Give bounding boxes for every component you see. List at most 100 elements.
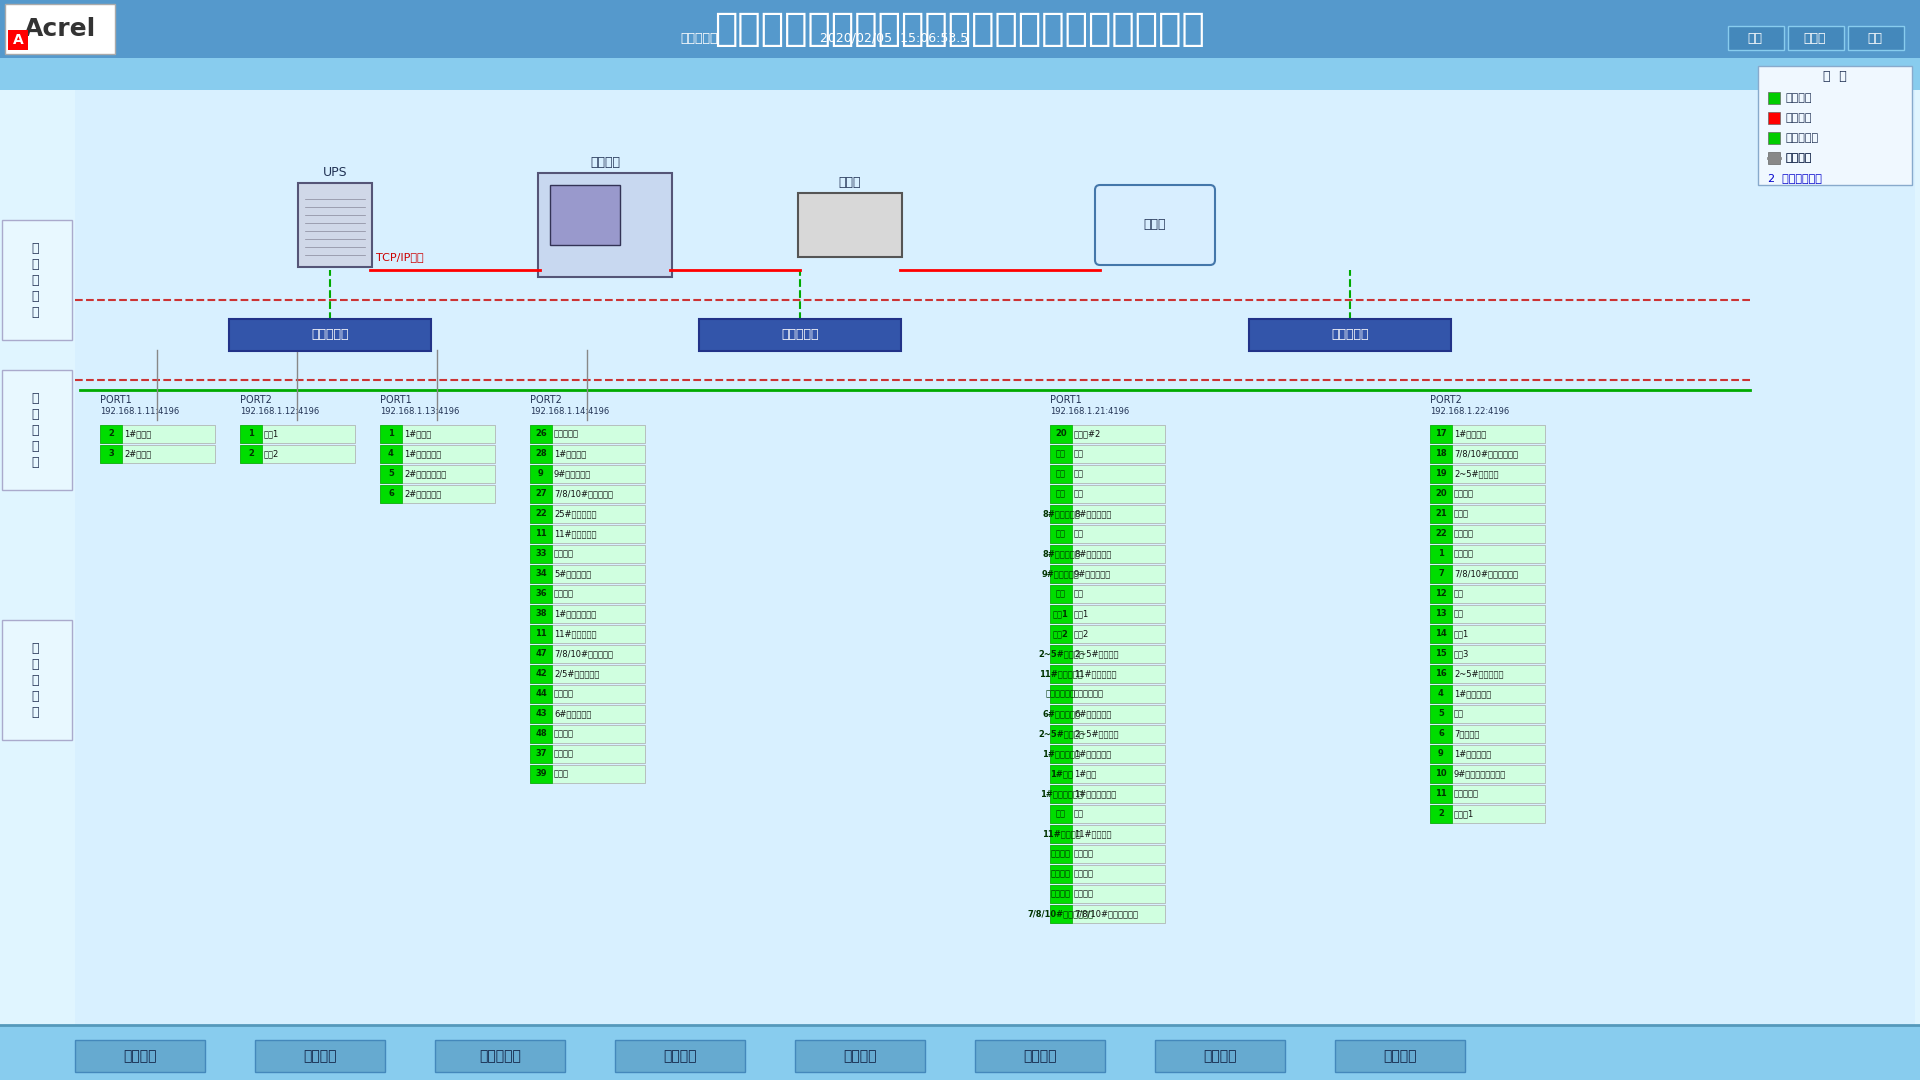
Bar [1661,0,1663,58]
Text: 2#压互出线柜: 2#压互出线柜 [403,489,442,499]
Bar [1845,0,1847,58]
Bar [1430,585,1452,603]
Text: 备用: 备用 [1073,470,1085,478]
FancyBboxPatch shape [1430,805,1546,823]
Bar [1678,0,1680,58]
Text: 192.168.1.14:4196: 192.168.1.14:4196 [530,407,609,417]
Bar [1050,705,1071,723]
Bar [380,465,401,483]
Text: 11#栋生活泵: 11#栋生活泵 [1073,829,1112,838]
Bar [1050,685,1071,703]
Text: 20: 20 [1434,489,1448,499]
Bar [1811,0,1812,58]
FancyBboxPatch shape [228,319,430,351]
Bar [1791,0,1793,58]
Bar [1050,645,1071,663]
Bar [1797,0,1801,58]
Bar [549,185,620,245]
Text: 报警查询: 报警查询 [843,1049,877,1063]
Text: 9: 9 [1438,750,1444,758]
FancyBboxPatch shape [1430,625,1546,643]
Bar [1768,92,1780,104]
Text: 司泵电力: 司泵电力 [1073,890,1094,899]
Bar [1912,0,1914,58]
Bar [1050,845,1071,863]
FancyBboxPatch shape [1430,426,1546,443]
Text: 11#栋应急照明: 11#栋应急照明 [555,630,597,638]
Text: 用户管理: 用户管理 [1204,1049,1236,1063]
Bar [1050,665,1071,683]
Text: 备用1: 备用1 [1052,609,1069,619]
Bar [1620,0,1622,58]
Bar [530,545,553,563]
FancyBboxPatch shape [1788,26,1843,50]
Text: 192.168.1.11:4196: 192.168.1.11:4196 [100,407,179,417]
FancyBboxPatch shape [240,426,355,443]
FancyBboxPatch shape [530,705,645,723]
Text: 层: 层 [31,705,38,718]
Bar [1716,0,1718,58]
FancyBboxPatch shape [1430,605,1546,623]
Bar [530,525,553,543]
Text: 登录: 登录 [1747,31,1763,44]
Bar [380,485,401,503]
Bar [530,585,553,603]
Bar [1874,0,1876,58]
FancyBboxPatch shape [1430,645,1546,663]
Bar [1430,465,1452,483]
Bar [1626,0,1628,58]
Text: 进线柜#2: 进线柜#2 [1073,430,1102,438]
Text: 监控主机: 监控主机 [589,157,620,170]
Bar [1050,625,1071,643]
Bar [530,625,553,643]
Text: 2~5#洗澡照明: 2~5#洗澡照明 [1039,729,1085,739]
FancyBboxPatch shape [530,445,645,463]
Bar [1699,0,1701,58]
FancyBboxPatch shape [1050,525,1165,543]
FancyBboxPatch shape [530,485,645,503]
Bar [1050,545,1071,563]
Text: 5: 5 [388,470,394,478]
Bar [1050,505,1071,523]
Text: 空调: 空调 [1453,609,1463,619]
Text: 2#进线柜: 2#进线柜 [125,449,152,459]
Bar [530,565,553,583]
FancyBboxPatch shape [1050,845,1165,863]
Bar [1780,0,1782,58]
Bar [1832,0,1834,58]
Bar [1855,0,1857,58]
Text: 站控设备: 站控设备 [1453,489,1475,499]
Text: 温度2: 温度2 [265,449,278,459]
Text: 系统日志: 系统日志 [1382,1049,1417,1063]
Text: 局域网: 局域网 [1144,218,1165,231]
FancyBboxPatch shape [1050,545,1165,563]
Bar [1801,0,1803,58]
Bar [1876,0,1878,58]
Bar [1757,0,1759,58]
Bar [1882,0,1884,58]
Text: 备用: 备用 [1073,529,1085,539]
FancyBboxPatch shape [530,745,645,762]
Bar [1726,0,1728,58]
Bar [1738,0,1740,58]
Text: 串口服务器: 串口服务器 [781,328,818,341]
Text: PORT1: PORT1 [1050,395,1081,405]
Text: 司泵机房: 司泵机房 [1073,869,1094,878]
Bar [1849,0,1851,58]
Bar [1705,0,1707,58]
Text: 9#栋置液热水循环泵: 9#栋置液热水循环泵 [1453,769,1507,779]
FancyBboxPatch shape [1430,485,1546,503]
Bar [1668,0,1670,58]
Text: 1#电所: 1#电所 [1050,769,1073,779]
Bar [100,426,123,443]
Bar [380,445,401,463]
Bar [380,426,401,443]
Bar [1907,0,1908,58]
FancyBboxPatch shape [530,765,645,783]
Text: 理: 理 [31,289,38,302]
Text: 9#栋空调电力: 9#栋空调电力 [1073,569,1112,579]
Text: 7/8/10#栋生活超照明: 7/8/10#栋生活超照明 [1027,909,1094,918]
Bar [1430,505,1452,523]
Text: 7/8/10#栋生活超照明: 7/8/10#栋生活超照明 [1453,449,1519,459]
Bar [1624,0,1626,58]
